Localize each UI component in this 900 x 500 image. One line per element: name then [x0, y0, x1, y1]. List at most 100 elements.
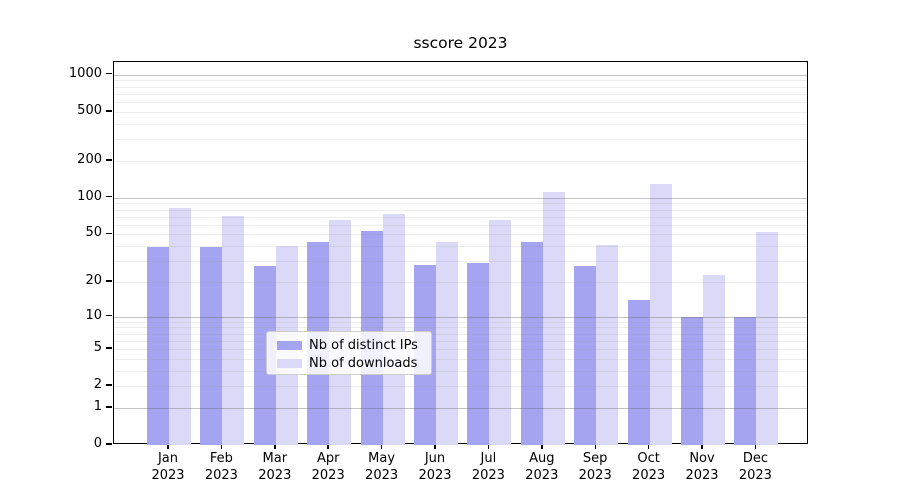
- gridline-70: [114, 216, 807, 218]
- y-tick-mark-10: [106, 314, 112, 317]
- bar-nb-of-downloads-dec: [756, 232, 779, 445]
- bar-nb-of-downloads-oct: [649, 183, 672, 445]
- x-tick-mark-apr: [327, 444, 329, 449]
- plot-area: [113, 61, 808, 445]
- bar-nb-of-downloads-feb: [222, 215, 245, 445]
- bar-nb-of-distinct-ips-sep: [574, 266, 597, 445]
- x-tick-year: 2023: [685, 467, 719, 483]
- y-tick-label-10: 10: [85, 307, 102, 323]
- bar-nb-of-downloads-jan: [169, 208, 191, 445]
- x-tick-month: Jul: [480, 451, 497, 466]
- x-tick-year: 2023: [365, 467, 399, 483]
- x-tick-mark-aug: [541, 444, 543, 449]
- y-tick-mark-0: [106, 443, 112, 445]
- x-tick-mark-may: [380, 444, 383, 449]
- x-tick-mark-feb: [220, 444, 223, 449]
- x-tick-month: Dec: [742, 451, 768, 466]
- gridline-1000: [114, 74, 807, 76]
- x-tick-month: Jun: [424, 451, 446, 466]
- bar-nb-of-distinct-ips-oct: [627, 299, 650, 445]
- bar-nb-of-distinct-ips-dec: [734, 316, 757, 445]
- legend-label-nb-of-distinct-ips: Nb of distinct IPs: [309, 337, 418, 353]
- gridline-500: [114, 111, 807, 113]
- x-tick-month: Jan: [157, 451, 179, 466]
- x-tick-mark-jan: [167, 444, 169, 449]
- bar-nb-of-downloads-jul: [489, 219, 512, 445]
- x-tick-year: 2023: [471, 467, 505, 483]
- x-tick-month: May: [368, 451, 396, 466]
- y-tick-mark-200: [106, 159, 112, 161]
- x-tick-label-sep: Sep 2023: [555, 451, 635, 484]
- x-tick-month: Apr: [316, 451, 340, 466]
- gridline-400: [114, 123, 807, 125]
- y-tick-mark-20: [106, 280, 112, 282]
- y-tick-label-1000: 1000: [68, 65, 102, 81]
- x-tick-mark-nov: [701, 444, 703, 449]
- x-tick-label-oct: Oct 2023: [609, 451, 689, 484]
- bar-nb-of-downloads-nov: [703, 274, 725, 445]
- x-tick-label-jan: Jan 2023: [128, 451, 208, 484]
- gridline-50: [114, 234, 807, 236]
- x-tick-year: 2023: [311, 467, 345, 483]
- y-tick-mark-1000: [106, 72, 112, 75]
- x-tick-month: Nov: [689, 451, 715, 466]
- y-tick-label-200: 200: [77, 151, 102, 167]
- chart-title: sscore 2023: [413, 34, 508, 52]
- x-tick-year: 2023: [204, 467, 238, 483]
- legend: Nb of distinct IPs Nb of downloads: [266, 331, 432, 375]
- y-tick-label-0: 0: [93, 436, 102, 451]
- y-tick-mark-2: [106, 384, 112, 386]
- bar-nb-of-downloads-jun: [436, 242, 458, 445]
- gridline-60: [114, 224, 807, 226]
- x-tick-year: 2023: [738, 467, 772, 483]
- x-tick-mark-oct: [647, 444, 650, 449]
- x-tick-label-may: May 2023: [342, 451, 422, 484]
- y-tick-label-100: 100: [77, 188, 102, 204]
- y-tick-mark-1: [106, 406, 112, 408]
- gridline-100: [114, 197, 807, 199]
- x-tick-label-jun: Jun 2023: [395, 451, 475, 484]
- x-tick-label-feb: Feb 2023: [181, 451, 261, 484]
- y-tick-mark-500: [106, 110, 112, 112]
- gridline-900: [114, 80, 807, 82]
- legend-label-nb-of-downloads: Nb of downloads: [309, 355, 418, 371]
- bar-nb-of-distinct-ips-jan: [147, 247, 169, 445]
- x-tick-year: 2023: [525, 467, 559, 483]
- x-tick-mark-mar: [274, 444, 276, 449]
- x-tick-year: 2023: [578, 467, 612, 483]
- x-tick-month: Feb: [209, 451, 233, 466]
- x-tick-mark-jun: [434, 444, 436, 449]
- bar-nb-of-downloads-aug: [542, 191, 565, 445]
- x-tick-month: Aug: [529, 451, 555, 466]
- x-tick-mark-jul: [487, 444, 490, 449]
- y-tick-label-5: 5: [93, 340, 102, 355]
- y-tick-mark-5: [106, 347, 112, 349]
- bar-nb-of-distinct-ips-mar: [253, 266, 276, 445]
- x-tick-year: 2023: [151, 467, 185, 483]
- legend-item-nb-of-downloads: Nb of downloads: [277, 354, 431, 372]
- x-tick-year: 2023: [258, 467, 292, 483]
- y-tick-label-500: 500: [77, 102, 102, 118]
- y-tick-label-2: 2: [93, 377, 102, 393]
- x-tick-label-aug: Aug 2023: [502, 451, 582, 484]
- legend-item-nb-of-distinct-ips: Nb of distinct IPs: [277, 336, 431, 354]
- x-tick-label-dec: Dec 2023: [715, 451, 795, 484]
- bar-nb-of-downloads-sep: [596, 244, 619, 445]
- x-tick-label-mar: Mar 2023: [235, 451, 315, 484]
- x-tick-month: Oct: [637, 451, 660, 466]
- y-tick-label-50: 50: [85, 225, 102, 241]
- y-tick-mark-50: [106, 232, 112, 234]
- gridline-600: [114, 102, 807, 103]
- x-tick-label-apr: Apr 2023: [288, 451, 368, 484]
- x-tick-label-nov: Nov 2023: [662, 451, 742, 484]
- x-tick-mark-sep: [594, 444, 596, 449]
- y-tick-mark-100: [106, 195, 112, 198]
- x-tick-month: Sep: [582, 451, 608, 466]
- x-tick-mark-dec: [754, 444, 757, 449]
- gridline-800: [114, 86, 807, 88]
- bar-nb-of-distinct-ips-aug: [520, 242, 543, 445]
- gridline-80: [114, 209, 807, 211]
- x-tick-label-jul: Jul 2023: [448, 451, 528, 484]
- x-tick-year: 2023: [632, 467, 666, 483]
